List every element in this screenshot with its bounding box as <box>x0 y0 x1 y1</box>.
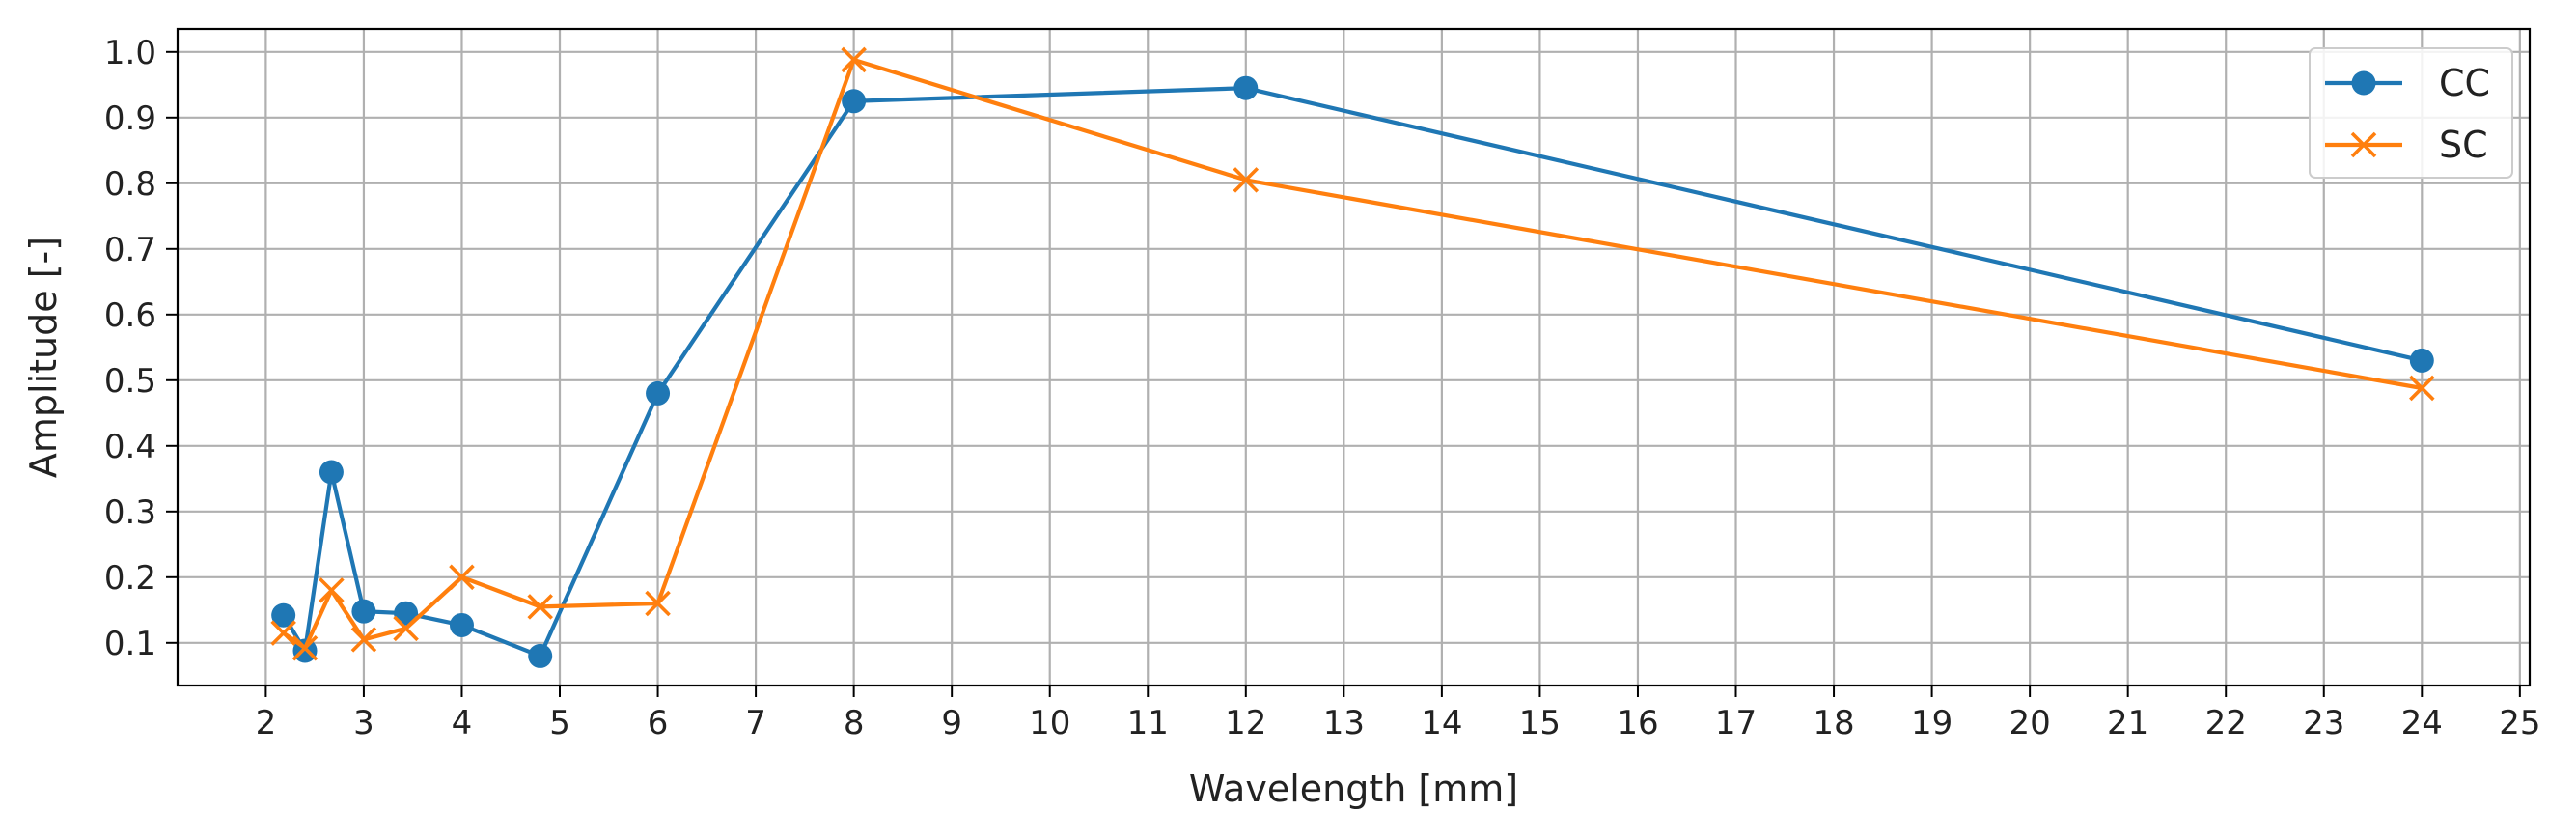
data-point-sc <box>645 590 671 617</box>
data-point-cc <box>319 460 344 485</box>
data-point-sc <box>270 620 296 646</box>
x-tick-label: 13 <box>1323 704 1365 742</box>
data-point-sc <box>319 577 345 603</box>
data-point-cc <box>1233 75 1259 100</box>
x-tick-label: 21 <box>2107 704 2148 742</box>
legend-marker-cc <box>2351 70 2376 96</box>
x-tick-label: 18 <box>1813 704 1854 742</box>
x-axis-label: Wavelength [mm] <box>1189 768 1518 810</box>
legend-entry-sc: SC <box>2325 124 2488 166</box>
y-tick-label: 0.3 <box>104 493 156 532</box>
x-tick-label: 6 <box>648 704 669 742</box>
x-tick-label: 24 <box>2401 704 2443 742</box>
y-tick-label: 0.6 <box>104 296 156 335</box>
legend: CC SC <box>2309 47 2513 179</box>
data-point-cc <box>528 643 553 668</box>
data-point-sc <box>2409 375 2435 402</box>
data-point-cc <box>271 602 296 628</box>
data-point-sc <box>291 634 319 661</box>
grid-lines <box>178 29 2530 686</box>
x-tick-label: 20 <box>2009 704 2051 742</box>
data-point-cc <box>449 612 474 637</box>
y-tick-label: 0.1 <box>104 625 156 663</box>
y-tick-label: 0.9 <box>104 99 156 138</box>
x-tick-label: 12 <box>1225 704 1266 742</box>
x-tick-label: 9 <box>941 704 962 742</box>
x-tick-label: 8 <box>844 704 865 742</box>
legend-label: SC <box>2439 124 2488 166</box>
x-tick-label: 2 <box>256 704 277 742</box>
y-tick-label: 1.0 <box>104 34 156 72</box>
x-axis: 2 3 4 5 6 7 8 9 10 11 12 13 14 15 16 17 18 19 20 21 22 23 24 25 <box>256 686 2540 742</box>
y-tick-label: 0.8 <box>104 165 156 204</box>
x-tick-label: 25 <box>2499 704 2540 742</box>
x-tick-label: 23 <box>2303 704 2344 742</box>
x-tick-label: 17 <box>1715 704 1757 742</box>
data-point-sc <box>350 627 377 653</box>
data-point-cc <box>351 599 376 624</box>
x-tick-label: 4 <box>452 704 473 742</box>
series-layer <box>270 46 2435 668</box>
x-tick-label: 14 <box>1421 704 1462 742</box>
plot-area-frame <box>176 27 2532 687</box>
x-tick-label: 5 <box>549 704 570 742</box>
x-tick-label: 16 <box>1617 704 1658 742</box>
data-point-sc <box>841 46 867 73</box>
data-point-sc <box>449 564 475 591</box>
legend-label: CC <box>2439 62 2490 104</box>
data-point-cc <box>646 380 671 406</box>
y-tick-label: 0.7 <box>104 231 156 269</box>
data-point-sc <box>527 594 553 620</box>
legend-marker-sc <box>2350 131 2377 158</box>
data-point-sc <box>1233 167 1260 193</box>
y-tick-label: 0.2 <box>104 559 156 598</box>
x-tick-label: 11 <box>1127 704 1169 742</box>
data-point-cc <box>842 89 867 114</box>
x-tick-label: 7 <box>745 704 766 742</box>
data-point-cc <box>394 601 419 626</box>
x-tick-label: 15 <box>1519 704 1561 742</box>
data-point-sc <box>393 615 419 642</box>
y-tick-label: 0.5 <box>104 362 156 401</box>
x-tick-label: 22 <box>2205 704 2247 742</box>
x-tick-label: 19 <box>1911 704 1953 742</box>
legend-entry-cc: CC <box>2325 62 2490 104</box>
y-tick-label: 0.4 <box>104 428 156 466</box>
x-tick-label: 10 <box>1029 704 1070 742</box>
data-point-cc <box>2409 348 2434 373</box>
y-axis: 0.1 0.2 0.3 0.4 0.5 0.6 0.7 0.8 0.9 1.0 <box>104 34 178 663</box>
x-tick-label: 3 <box>353 704 374 742</box>
y-axis-label: Amplitude [-] <box>22 237 65 478</box>
